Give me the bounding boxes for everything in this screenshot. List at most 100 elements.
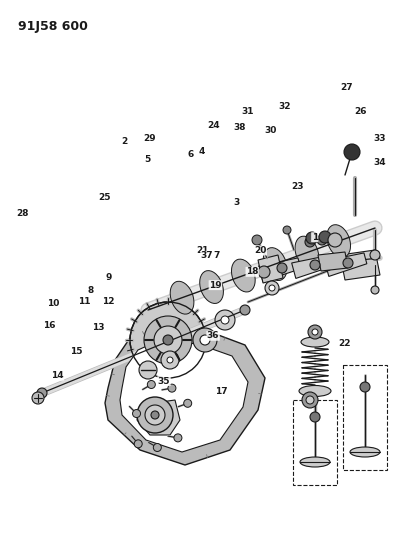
Text: 19: 19	[209, 281, 221, 289]
Text: 17: 17	[215, 387, 227, 396]
Ellipse shape	[199, 271, 223, 303]
Circle shape	[139, 361, 157, 379]
Text: 31: 31	[241, 108, 254, 116]
Text: 6: 6	[187, 150, 193, 159]
Ellipse shape	[170, 281, 193, 314]
Circle shape	[200, 335, 209, 345]
Circle shape	[316, 235, 326, 245]
Text: 33: 33	[372, 134, 384, 143]
Polygon shape	[120, 340, 247, 452]
Text: 20: 20	[254, 246, 266, 255]
Text: 36: 36	[207, 332, 219, 340]
Polygon shape	[105, 325, 264, 465]
Circle shape	[161, 351, 179, 369]
Polygon shape	[291, 255, 333, 278]
Circle shape	[282, 226, 290, 234]
Ellipse shape	[298, 385, 330, 397]
Circle shape	[32, 392, 44, 404]
Circle shape	[370, 286, 378, 294]
Circle shape	[144, 316, 191, 364]
Text: 10: 10	[47, 300, 59, 308]
Circle shape	[318, 231, 330, 243]
Circle shape	[147, 381, 155, 389]
Circle shape	[37, 388, 47, 398]
Text: 14: 14	[51, 372, 63, 380]
Circle shape	[166, 357, 173, 363]
Text: 28: 28	[16, 209, 29, 217]
Text: 27: 27	[339, 84, 352, 92]
Circle shape	[183, 399, 191, 407]
Text: 12: 12	[102, 297, 115, 305]
Circle shape	[301, 392, 317, 408]
Ellipse shape	[294, 236, 318, 269]
Circle shape	[359, 382, 369, 392]
Text: 9: 9	[105, 273, 112, 281]
Text: 3: 3	[233, 198, 239, 207]
Circle shape	[154, 326, 182, 354]
Ellipse shape	[231, 259, 254, 292]
Text: 18: 18	[245, 268, 258, 276]
Circle shape	[257, 266, 270, 278]
Text: 2: 2	[121, 137, 127, 146]
Circle shape	[168, 384, 175, 392]
Circle shape	[130, 302, 205, 378]
Circle shape	[305, 232, 317, 244]
Circle shape	[311, 329, 317, 335]
Circle shape	[305, 396, 313, 404]
Circle shape	[342, 258, 352, 268]
Circle shape	[304, 237, 314, 247]
Polygon shape	[324, 253, 366, 277]
Circle shape	[252, 235, 261, 245]
Circle shape	[276, 263, 286, 273]
Text: 29: 29	[143, 134, 155, 143]
Text: 4: 4	[198, 148, 204, 156]
Circle shape	[309, 412, 319, 422]
Circle shape	[264, 281, 278, 295]
Circle shape	[137, 397, 173, 433]
Text: 7: 7	[213, 252, 219, 260]
Circle shape	[309, 260, 319, 270]
Circle shape	[327, 233, 341, 247]
Text: 15: 15	[70, 348, 82, 356]
Text: 91J58 600: 91J58 600	[18, 20, 88, 33]
Ellipse shape	[326, 225, 350, 257]
Ellipse shape	[349, 447, 379, 457]
Text: 16: 16	[43, 321, 55, 329]
Text: 35: 35	[157, 377, 170, 385]
Text: 11: 11	[78, 297, 90, 305]
Circle shape	[369, 250, 379, 260]
Circle shape	[268, 285, 274, 291]
Text: 30: 30	[264, 126, 276, 135]
Polygon shape	[317, 252, 347, 271]
Polygon shape	[258, 258, 300, 281]
Circle shape	[343, 144, 359, 160]
Circle shape	[134, 440, 142, 448]
Text: 24: 24	[207, 121, 219, 130]
Text: 21: 21	[196, 246, 209, 255]
Circle shape	[173, 434, 182, 442]
Text: 25: 25	[98, 193, 110, 201]
Circle shape	[132, 409, 140, 417]
Text: 22: 22	[337, 340, 350, 348]
Circle shape	[145, 405, 164, 425]
Ellipse shape	[300, 337, 328, 347]
Text: 37: 37	[200, 252, 213, 260]
Circle shape	[239, 305, 249, 315]
Text: 23: 23	[290, 182, 303, 191]
Text: 26: 26	[354, 108, 366, 116]
Polygon shape	[257, 255, 282, 283]
Text: 38: 38	[233, 124, 245, 132]
Circle shape	[163, 335, 173, 345]
Circle shape	[214, 310, 234, 330]
Polygon shape	[137, 400, 180, 435]
Circle shape	[220, 316, 229, 324]
Text: 34: 34	[372, 158, 385, 167]
Ellipse shape	[263, 248, 286, 280]
Circle shape	[307, 325, 321, 339]
Text: 8: 8	[87, 286, 93, 295]
Text: 5: 5	[144, 156, 151, 164]
Circle shape	[151, 411, 159, 419]
Circle shape	[153, 443, 161, 451]
Polygon shape	[339, 250, 379, 280]
Text: 32: 32	[278, 102, 290, 111]
